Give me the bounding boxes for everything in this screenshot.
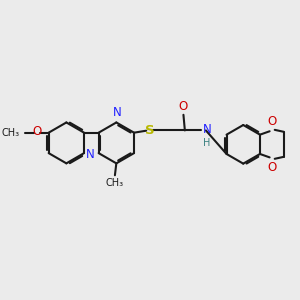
Text: O: O xyxy=(267,115,277,128)
Text: CH₃: CH₃ xyxy=(2,128,20,138)
Text: O: O xyxy=(32,125,41,138)
Text: N: N xyxy=(113,106,122,119)
Text: S: S xyxy=(145,124,154,137)
Text: CH₃: CH₃ xyxy=(106,178,124,188)
Text: O: O xyxy=(179,100,188,112)
Text: N: N xyxy=(86,148,95,161)
Text: N: N xyxy=(202,123,211,136)
Text: O: O xyxy=(267,160,277,173)
Text: H: H xyxy=(203,138,210,148)
